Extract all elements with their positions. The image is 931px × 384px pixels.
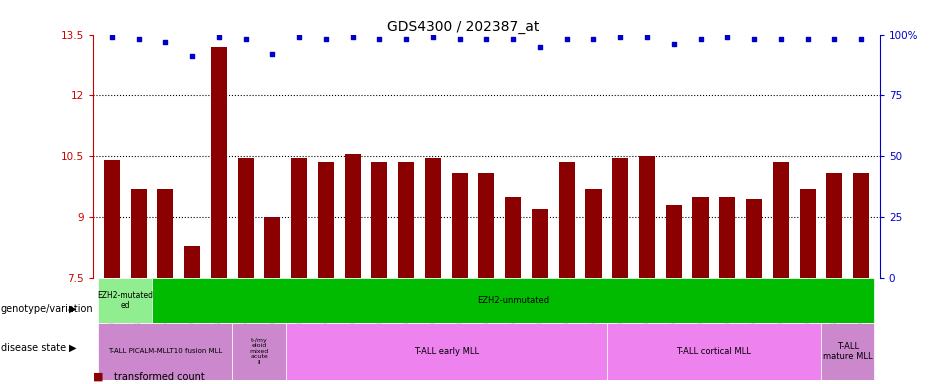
Text: t-/my
eloid
mixed
acute
ll: t-/my eloid mixed acute ll bbox=[250, 338, 269, 365]
Bar bbox=[452, 173, 467, 278]
Point bbox=[479, 36, 493, 43]
Text: EZH2-mutated
ed: EZH2-mutated ed bbox=[97, 291, 154, 310]
Bar bbox=[693, 197, 708, 278]
Bar bbox=[344, 154, 360, 278]
Bar bbox=[237, 159, 253, 278]
Bar bbox=[559, 162, 574, 278]
Point bbox=[238, 36, 253, 43]
Bar bbox=[800, 189, 816, 278]
Bar bbox=[773, 162, 789, 278]
Point bbox=[372, 36, 387, 43]
Text: disease state: disease state bbox=[1, 343, 66, 353]
Bar bbox=[506, 197, 521, 278]
Text: ■: ■ bbox=[93, 372, 103, 382]
Bar bbox=[666, 205, 681, 278]
Point bbox=[506, 36, 520, 43]
Point bbox=[774, 36, 789, 43]
Point bbox=[265, 51, 280, 57]
Point bbox=[425, 34, 440, 40]
Bar bbox=[827, 173, 843, 278]
Bar bbox=[210, 47, 227, 278]
Text: ▶: ▶ bbox=[69, 343, 76, 353]
Point bbox=[318, 36, 333, 43]
Text: T-ALL PICALM-MLLT10 fusion MLL: T-ALL PICALM-MLLT10 fusion MLL bbox=[108, 348, 223, 354]
Point bbox=[131, 36, 146, 43]
Bar bbox=[746, 199, 762, 278]
Point bbox=[104, 34, 119, 40]
Text: T-ALL early MLL: T-ALL early MLL bbox=[413, 347, 479, 356]
Point bbox=[640, 34, 654, 40]
Point bbox=[345, 34, 360, 40]
Bar bbox=[607, 323, 821, 380]
Point bbox=[560, 36, 574, 43]
Bar bbox=[264, 217, 280, 278]
Bar bbox=[371, 162, 387, 278]
Bar bbox=[613, 159, 628, 278]
Point bbox=[667, 41, 681, 47]
Point bbox=[158, 39, 173, 45]
Text: T-ALL cortical MLL: T-ALL cortical MLL bbox=[677, 347, 751, 356]
Text: ▶: ▶ bbox=[69, 304, 76, 314]
Bar bbox=[853, 173, 870, 278]
Bar bbox=[103, 161, 120, 278]
Point bbox=[398, 36, 413, 43]
Bar bbox=[479, 173, 494, 278]
Title: GDS4300 / 202387_at: GDS4300 / 202387_at bbox=[386, 20, 539, 33]
Bar bbox=[130, 189, 146, 278]
Point bbox=[720, 34, 735, 40]
Bar bbox=[639, 156, 655, 278]
Bar bbox=[821, 323, 874, 380]
Point bbox=[800, 36, 815, 43]
Point bbox=[291, 34, 306, 40]
Bar bbox=[586, 189, 601, 278]
Point bbox=[827, 36, 842, 43]
Bar bbox=[99, 278, 152, 323]
Point bbox=[184, 53, 199, 60]
Bar bbox=[425, 159, 441, 278]
Bar bbox=[286, 323, 607, 380]
Bar bbox=[720, 197, 735, 278]
Text: EZH2-unmutated: EZH2-unmutated bbox=[478, 296, 549, 305]
Bar bbox=[232, 323, 286, 380]
Text: genotype/variation: genotype/variation bbox=[1, 304, 93, 314]
Text: transformed count: transformed count bbox=[114, 372, 204, 382]
Point bbox=[613, 34, 627, 40]
Text: T-ALL
mature MLL: T-ALL mature MLL bbox=[823, 342, 872, 361]
Point bbox=[533, 44, 547, 50]
Bar bbox=[184, 246, 200, 278]
Point bbox=[211, 34, 226, 40]
Bar bbox=[398, 162, 414, 278]
Point bbox=[693, 36, 708, 43]
Bar bbox=[532, 209, 548, 278]
Point bbox=[747, 36, 762, 43]
Point bbox=[854, 36, 869, 43]
Point bbox=[452, 36, 467, 43]
Bar bbox=[317, 162, 334, 278]
Bar bbox=[157, 189, 173, 278]
Point bbox=[586, 36, 600, 43]
Bar bbox=[99, 323, 232, 380]
Bar bbox=[291, 159, 307, 278]
